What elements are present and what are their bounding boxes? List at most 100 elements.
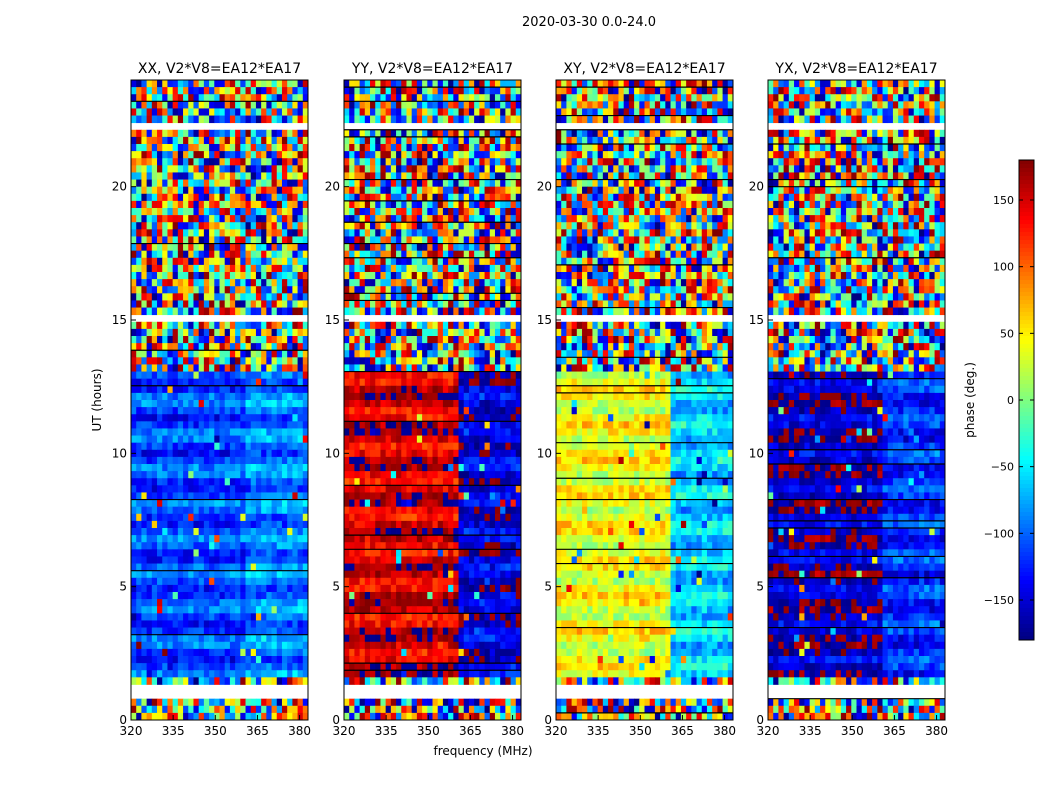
heatmap-cell: [427, 357, 433, 365]
heatmap-cell: [458, 378, 465, 387]
heatmap-cell: [344, 215, 350, 223]
heatmap-cell: [214, 343, 220, 351]
heatmap-cell: [349, 407, 355, 415]
heatmap-cell: [141, 279, 148, 287]
heatmap-cell: [219, 456, 226, 465]
heatmap-cell: [349, 307, 355, 316]
heatmap-cell: [453, 371, 459, 380]
heatmap-cell: [172, 627, 179, 636]
heatmap-cell: [214, 641, 220, 650]
heatmap-cell: [255, 442, 262, 451]
heatmap-cell: [281, 698, 288, 707]
heatmap-cell: [359, 392, 366, 401]
heatmap-cell: [370, 364, 376, 372]
heatmap-cell: [261, 648, 267, 657]
heatmap-cell: [396, 343, 402, 351]
heatmap-cell: [411, 108, 418, 116]
heatmap-cell: [494, 286, 501, 294]
heatmap-cell: [177, 663, 184, 671]
heatmap-cell: [432, 264, 439, 273]
heatmap-cell: [505, 442, 511, 451]
heatmap-cell: [209, 478, 215, 486]
heatmap-cell: [276, 357, 283, 365]
heatmap-cell: [240, 520, 246, 529]
heatmap-cell: [177, 257, 184, 266]
heatmap-cell: [219, 293, 226, 301]
heatmap-cell: [157, 250, 163, 259]
heatmap-cell: [474, 200, 480, 209]
heatmap-cell: [162, 343, 168, 351]
heatmap-cell: [359, 165, 366, 173]
heatmap-cell: [276, 485, 283, 493]
heatmap-cell: [406, 222, 413, 230]
heatmap-cell: [416, 200, 423, 209]
heatmap-cell: [297, 200, 304, 209]
heatmap-cell: [302, 80, 309, 88]
heatmap-cell: [146, 385, 153, 394]
heatmap-cell: [214, 435, 220, 444]
heatmap-cell: [390, 513, 397, 522]
heatmap-cell: [172, 400, 179, 408]
heatmap-cell: [271, 385, 278, 394]
heatmap-cell: [162, 542, 168, 550]
heatmap-cell: [235, 101, 241, 109]
heatmap-cell: [500, 129, 506, 138]
heatmap-cell: [266, 549, 272, 557]
heatmap-cell: [167, 94, 174, 102]
heatmap-cell: [505, 343, 511, 351]
heatmap-cell: [292, 648, 298, 657]
heatmap-cell: [375, 307, 381, 316]
heatmap-cell: [458, 336, 465, 344]
heatmap-cell: [494, 115, 501, 124]
heatmap-cell: [172, 236, 179, 244]
heatmap-cell: [209, 371, 215, 380]
heatmap-cell: [287, 336, 293, 344]
heatmap-cell: [468, 400, 475, 408]
heatmap-cell: [214, 272, 220, 280]
heatmap-cell: [489, 272, 496, 280]
heatmap-cell: [141, 656, 148, 664]
heatmap-cell: [422, 80, 428, 88]
heatmap-cell: [292, 321, 298, 330]
heatmap-cell: [401, 243, 407, 252]
heatmap-cell: [219, 144, 226, 152]
heatmap-cell: [177, 492, 184, 500]
heatmap-cell: [245, 492, 252, 500]
heatmap-cell: [344, 456, 350, 465]
heatmap-cell: [406, 151, 413, 159]
heatmap-cell: [396, 428, 402, 436]
heatmap-cell: [255, 229, 262, 237]
heatmap-cell: [375, 336, 381, 344]
heatmap-cell: [266, 400, 272, 408]
heatmap-cell: [250, 670, 257, 678]
heatmap-cell: [224, 663, 231, 671]
heatmap-cell: [146, 300, 153, 308]
heatmap-cell: [287, 471, 293, 479]
heatmap-cell: [141, 478, 148, 486]
heatmap-cell: [229, 328, 236, 337]
heatmap-cell: [157, 656, 163, 664]
heatmap-cell: [411, 179, 418, 188]
heatmap-cell: [235, 442, 241, 451]
heatmap-cell: [219, 400, 226, 408]
heatmap-cell: [359, 407, 366, 415]
heatmap-cell: [261, 599, 267, 607]
heatmap-cell: [390, 243, 397, 252]
heatmap-cell: [396, 208, 402, 216]
heatmap-cell: [380, 229, 387, 237]
heatmap-cell: [245, 151, 252, 159]
heatmap-cell: [287, 549, 293, 557]
heatmap-cell: [261, 641, 267, 650]
heatmap-cell: [422, 471, 428, 479]
heatmap-cell: [245, 464, 252, 472]
heatmap-cell: [437, 350, 444, 358]
heatmap-cell: [224, 158, 231, 166]
heatmap-cell: [209, 592, 215, 600]
heatmap-cell: [214, 392, 220, 401]
heatmap-cell: [458, 257, 465, 266]
heatmap-cell: [188, 414, 194, 422]
heatmap-cell: [406, 378, 413, 387]
heatmap-cell: [375, 144, 381, 152]
heatmap-cell: [224, 165, 231, 173]
heatmap-cell: [266, 570, 272, 579]
